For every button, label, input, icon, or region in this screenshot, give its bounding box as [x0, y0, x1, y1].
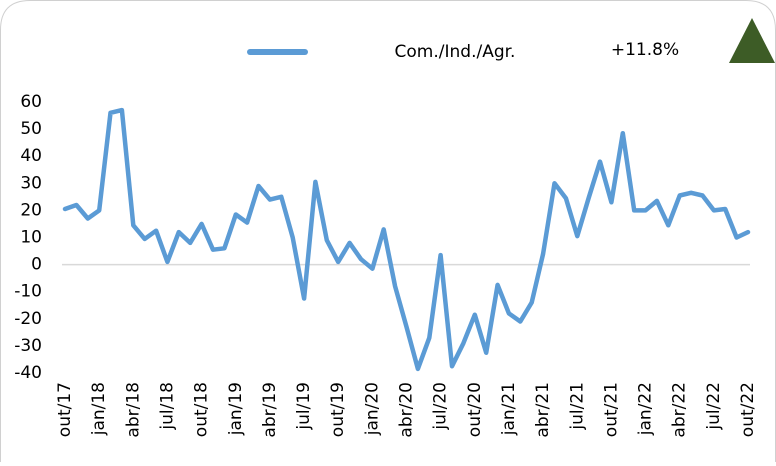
x-tick-label: out/19: [328, 382, 348, 437]
y-tick-label: 50: [20, 119, 42, 139]
x-tick-label: jan/22: [636, 382, 656, 436]
y-tick-label: 60: [20, 92, 42, 112]
y-tick-label: -20: [14, 309, 42, 329]
y-tick-label: 20: [20, 200, 42, 220]
x-tick-label: jul/19: [294, 382, 314, 431]
x-tick-label: jul/20: [431, 382, 451, 431]
x-tick-label: abr/18: [123, 382, 143, 438]
y-tick-label: -10: [14, 282, 42, 302]
y-tick-label: -40: [14, 363, 42, 383]
y-tick-label: 30: [20, 173, 42, 193]
up-triangle: [729, 18, 775, 63]
legend-label: Com./Ind./Agr.: [395, 42, 516, 62]
y-tick-label: 40: [20, 146, 42, 166]
x-tick-label: jan/20: [362, 382, 382, 436]
x-tick-label: jul/21: [567, 382, 587, 431]
x-tick-label: abr/22: [670, 382, 690, 438]
x-tick-label: out/18: [192, 382, 212, 437]
x-tick-label: out/22: [738, 382, 758, 437]
x-tick-label: abr/20: [397, 382, 417, 438]
x-tick-label: jan/21: [499, 382, 519, 436]
x-tick-label: abr/21: [533, 382, 553, 438]
x-tick-label: out/17: [55, 382, 75, 437]
y-tick-label: 0: [31, 255, 42, 275]
y-tick-label: -30: [14, 336, 42, 356]
y-tick-label: 10: [20, 228, 42, 248]
x-tick-label: jan/18: [89, 382, 109, 436]
x-tick-label: jan/19: [226, 382, 246, 436]
x-tick-label: abr/19: [260, 382, 280, 438]
series-line: [62, 107, 751, 372]
annotation: +11.8%: [611, 40, 679, 60]
x-tick-label: out/21: [601, 382, 621, 437]
x-tick-label: jul/22: [704, 382, 724, 431]
x-tick-label: out/20: [465, 382, 485, 437]
x-tick-label: jul/18: [157, 382, 177, 431]
